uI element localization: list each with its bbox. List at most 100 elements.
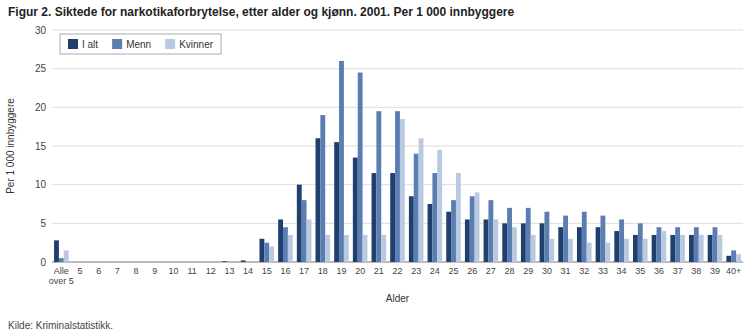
bar [596,227,601,262]
bar [73,262,78,263]
bar [166,262,171,263]
bar [713,227,718,262]
x-tick-label-line: 13 [224,266,234,276]
y-tick-label: 20 [35,102,47,113]
grid-line [52,68,743,69]
x-tick-label-line: 40+ [726,266,741,276]
bar [675,227,680,262]
y-tick-label: 5 [40,218,46,229]
x-tick-label: 25 [449,266,459,276]
bar [419,138,424,262]
bar [372,173,377,262]
legend-swatch [68,39,78,49]
bar [134,262,139,263]
bar [488,200,493,262]
bar [222,261,227,262]
bar [694,227,699,262]
bar [227,262,232,263]
legend-box [60,34,221,54]
x-tick-label-line: 31 [561,266,571,276]
bar [59,258,64,262]
bar [614,231,619,262]
x-tick-label: 10 [168,266,178,276]
bar [544,212,549,262]
legend: I altMennKvinner [60,34,221,54]
bar [176,262,181,263]
x-tick-label-line: 32 [579,266,589,276]
x-tick-label: Alleover 5 [49,266,74,286]
bar [339,61,344,262]
bar [638,223,643,262]
bar [344,235,349,262]
bar [531,235,536,262]
bar [376,111,381,262]
x-tick-label-line: 29 [523,266,533,276]
x-tick-label: 12 [206,266,216,276]
x-tick-label-line: 10 [168,266,178,276]
bar [353,158,358,262]
x-tick-label-line: 8 [134,266,139,276]
x-tick-label-line: 35 [635,266,645,276]
bar [689,235,694,262]
bar [147,262,152,263]
bar [334,142,339,262]
bar [54,240,59,262]
bar [558,227,563,262]
x-tick-label-line: 12 [206,266,216,276]
x-tick-label: 30 [542,266,552,276]
x-tick-label: 20 [355,266,365,276]
bar [521,223,526,262]
x-tick-label-line: 6 [96,266,101,276]
x-tick-label: 19 [336,266,346,276]
bar [708,235,713,262]
bar [157,262,162,263]
x-tick-label-line: 9 [152,266,157,276]
bar [428,204,433,262]
legend-label: Menn [126,39,151,50]
bar [264,243,269,262]
x-tick-label-line: 38 [691,266,701,276]
x-tick-label-line: 22 [392,266,402,276]
x-tick-label-line: 24 [430,266,440,276]
x-tick-label-line: 7 [115,266,120,276]
bar [316,138,321,262]
x-tick-label: 24 [430,266,440,276]
bar [232,262,237,263]
bar [582,212,587,262]
x-tick-label-line: 11 [187,266,196,276]
y-tick-label: 15 [35,141,47,152]
bar [213,262,218,263]
bar [507,208,512,262]
bar [587,243,592,262]
bar [549,239,554,262]
bar [307,219,312,262]
x-tick-label-line: 14 [243,266,253,276]
x-tick-label: 34 [617,266,627,276]
bar [465,219,470,262]
x-tick-label: 5 [78,266,83,276]
x-tick-label-line: 36 [654,266,664,276]
bar [432,173,437,262]
x-tick-label: 40+ [726,266,741,276]
x-tick-label: 37 [673,266,683,276]
bar [64,250,69,262]
x-tick-label: 17 [299,266,309,276]
bar [670,235,675,262]
x-tick-label-line: 30 [542,266,552,276]
bar [717,235,722,262]
bar [203,262,208,263]
x-tick-label-line: 34 [617,266,627,276]
x-tick-label: 6 [96,266,101,276]
bar [605,243,610,262]
x-tick-label-line: over 5 [49,276,74,286]
x-tick-label: 13 [224,266,234,276]
bar [269,247,274,262]
bar [657,227,662,262]
bar [540,223,545,262]
x-tick-label-line: 15 [262,266,272,276]
bar [601,216,606,262]
grid [52,30,743,262]
bar [437,150,442,262]
bar [358,73,363,262]
x-tick-label: 21 [374,266,384,276]
